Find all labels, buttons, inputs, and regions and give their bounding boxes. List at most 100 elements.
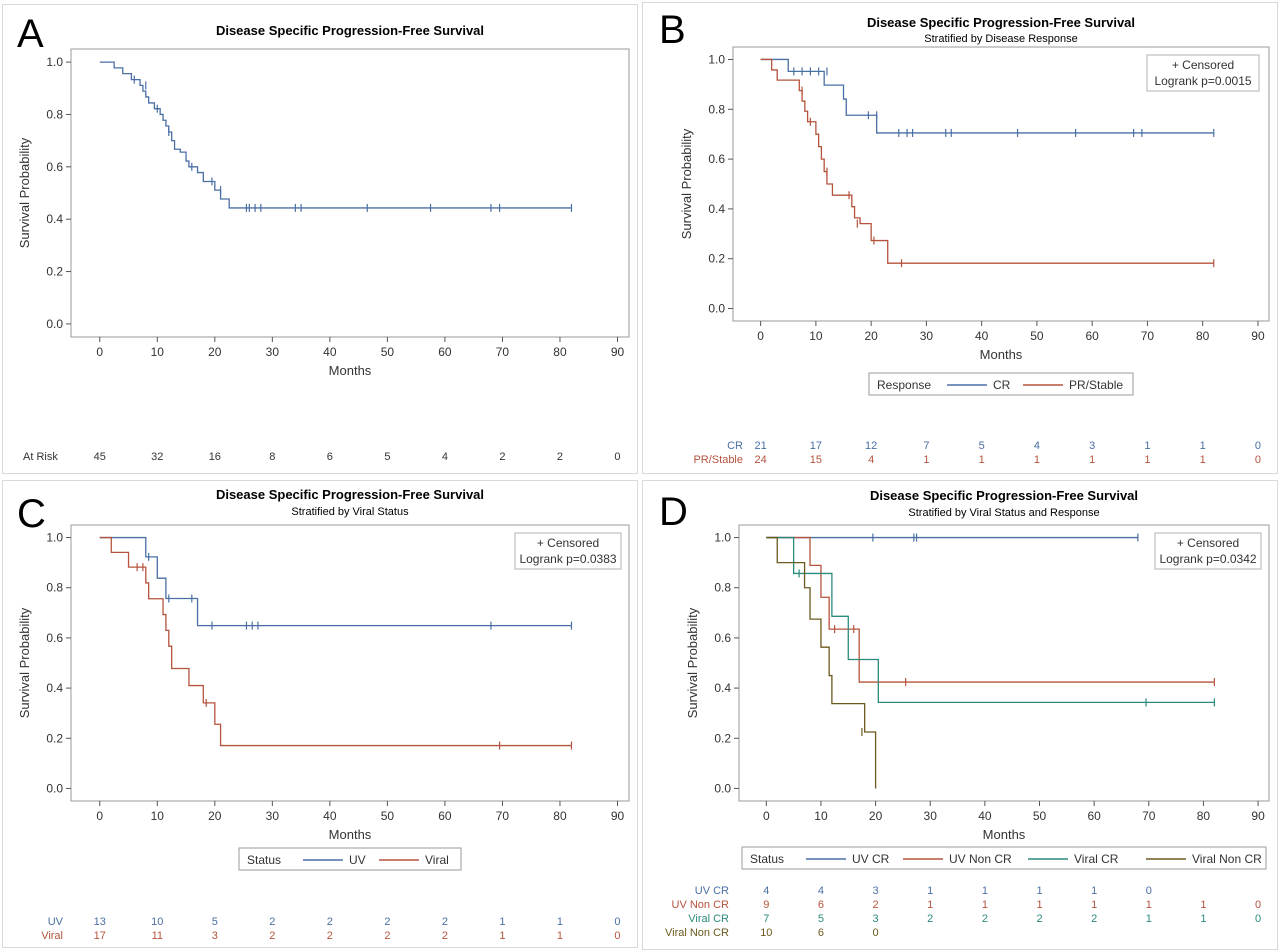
b-x-tick-label: 0: [757, 329, 764, 343]
c-x-tick-label: 0: [96, 809, 103, 823]
c-risk-row-label: UV: [48, 916, 64, 928]
b-x-tick-label: 20: [864, 329, 878, 343]
d-risk-count: 0: [873, 927, 879, 939]
c-risk-row-label: Viral: [41, 930, 63, 942]
a-x-tick-label: 60: [438, 345, 452, 359]
c-legend-entry: Viral: [425, 853, 449, 867]
d-x-tick-label: 40: [978, 809, 992, 823]
a-y-tick-label: 0.0: [46, 317, 63, 331]
d-legend-box: [741, 846, 1267, 870]
d-risk-count: 1: [1036, 885, 1042, 897]
c-y-tick-label: 0.2: [46, 731, 63, 745]
a-y-tick-label: 0.6: [46, 160, 63, 174]
b-chart-subtitle: Stratified by Disease Response: [924, 33, 1077, 45]
a-risk-count: 6: [327, 451, 333, 463]
a-x-tick-label: 0: [96, 345, 103, 359]
b-risk-count: 17: [810, 440, 822, 452]
c-chart-subtitle: Stratified by Viral Status: [291, 506, 409, 518]
b-risk-count: 4: [868, 454, 874, 466]
b-survival-curve-1: [760, 58, 1214, 134]
d-x-tick-label: 20: [869, 809, 883, 823]
b-risk-count: 4: [1034, 440, 1040, 452]
c-risk-count: 0: [614, 916, 620, 928]
a-risk-count: 45: [94, 451, 106, 463]
panel-c: C Disease Specific Progression-Free Survi…: [2, 480, 638, 948]
d-risk-count: 6: [818, 927, 824, 939]
d-risk-count: 1: [1146, 913, 1152, 925]
b-legend-title: Response: [877, 378, 931, 392]
c-x-tick-label: 90: [611, 809, 625, 823]
a-x-axis-label: Months: [329, 363, 372, 378]
d-risk-count: 1: [982, 885, 988, 897]
d-risk-row-label: Viral Non CR: [665, 927, 729, 939]
b-plot-frame: [732, 46, 1270, 322]
c-chart-title: Disease Specific Progression-Free Surviv…: [216, 487, 484, 502]
d-survival-curve-2: [766, 536, 1215, 683]
b-risk-count: 1: [1200, 454, 1206, 466]
km-chart-d: D Disease Specific Progression-Free Survi…: [659, 488, 1270, 939]
b-panel-letter: B: [659, 8, 686, 52]
b-y-tick-label: 0.2: [708, 252, 725, 266]
d-censored-note: + Censored: [1177, 536, 1239, 550]
d-risk-count: 0: [1146, 885, 1152, 897]
c-x-tick-label: 20: [208, 809, 222, 823]
d-risk-count: 4: [763, 885, 769, 897]
c-survival-curve-2: [99, 536, 572, 747]
d-risk-count: 1: [1200, 899, 1206, 911]
c-panel-letter: C: [17, 492, 46, 536]
c-legend-box: [238, 847, 462, 871]
c-survival-curve-1: [99, 536, 572, 627]
b-risk-count: 1: [979, 454, 985, 466]
panel-d: D Disease Specific Progression-Free Survi…: [642, 480, 1278, 950]
d-logrank-text: Logrank p=0.0342: [1159, 552, 1256, 566]
d-risk-count: 1: [1091, 899, 1097, 911]
a-x-tick-label: 30: [266, 345, 280, 359]
d-risk-count: 7: [763, 913, 769, 925]
b-risk-count: 1: [1034, 454, 1040, 466]
d-risk-count: 2: [927, 913, 933, 925]
b-risk-count: 1: [1144, 440, 1150, 452]
c-risk-count: 2: [327, 916, 333, 928]
b-risk-count: 3: [1089, 440, 1095, 452]
b-x-tick-label: 30: [920, 329, 934, 343]
b-x-tick-label: 10: [809, 329, 823, 343]
d-legend-entry: UV Non CR: [949, 852, 1012, 866]
c-risk-count: 1: [499, 930, 505, 942]
b-y-tick-label: 0.4: [708, 202, 725, 216]
d-chart-subtitle: Stratified by Viral Status and Response: [908, 507, 1099, 519]
c-censor-box: [514, 532, 622, 570]
a-panel-letter: A: [17, 12, 44, 56]
b-x-tick-label: 90: [1251, 329, 1265, 343]
a-risk-count: 0: [614, 451, 620, 463]
a-risk-count: 16: [209, 451, 221, 463]
c-x-axis-label: Months: [329, 827, 372, 842]
d-risk-count: 3: [873, 913, 879, 925]
c-risk-count: 5: [212, 916, 218, 928]
d-risk-row-label: UV Non CR: [672, 899, 730, 911]
d-risk-count: 6: [818, 899, 824, 911]
a-x-tick-label: 20: [208, 345, 222, 359]
d-risk-count: 10: [760, 927, 772, 939]
d-survival-curve-4: [766, 536, 877, 789]
d-y-tick-label: 0.6: [714, 631, 731, 645]
d-legend-entry: Viral Non CR: [1192, 852, 1262, 866]
b-risk-count: 0: [1255, 454, 1261, 466]
d-risk-count: 4: [818, 885, 824, 897]
c-risk-count: 2: [384, 930, 390, 942]
b-x-axis-label: Months: [980, 347, 1023, 362]
d-risk-row-label: UV CR: [695, 885, 729, 897]
d-risk-count: 3: [873, 885, 879, 897]
a-risk-count: 4: [442, 451, 448, 463]
b-risk-count: 15: [810, 454, 822, 466]
c-x-tick-label: 70: [496, 809, 510, 823]
a-x-tick-label: 50: [381, 345, 395, 359]
b-risk-count: 1: [1089, 454, 1095, 466]
panel-a: A Disease Specific Progression-Free Survi…: [2, 4, 638, 474]
c-y-tick-label: 0.8: [46, 581, 63, 595]
c-risk-count: 2: [442, 916, 448, 928]
d-x-axis-label: Months: [983, 827, 1026, 842]
d-risk-count: 1: [1091, 885, 1097, 897]
d-y-tick-label: 0.0: [714, 781, 731, 795]
d-x-tick-label: 60: [1087, 809, 1101, 823]
a-y-tick-label: 0.4: [46, 212, 63, 226]
